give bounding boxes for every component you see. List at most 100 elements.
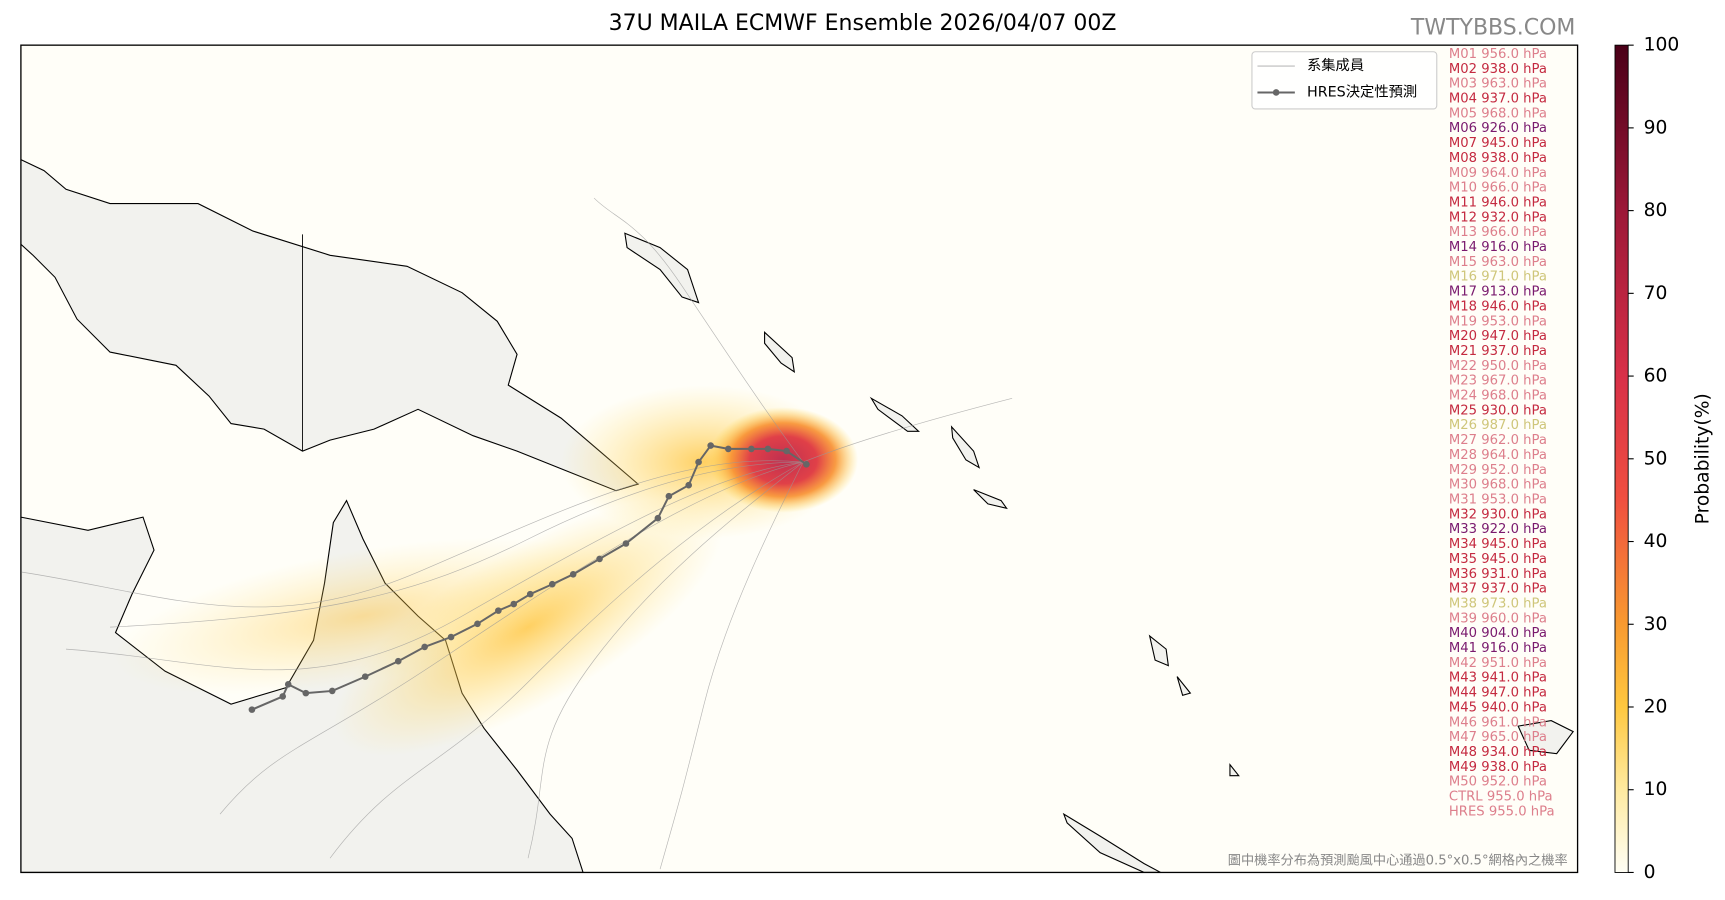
hres-point [783, 447, 790, 455]
member-label: M04 937.0 hPa [1449, 92, 1547, 107]
hres-point [526, 590, 534, 598]
colorbar [1614, 44, 1629, 873]
member-label: M03 963.0 hPa [1449, 77, 1547, 92]
hres-point [421, 643, 428, 651]
probability-band [113, 537, 613, 695]
colorbar-tick-label: 50 [1644, 448, 1668, 469]
member-label: M37 937.0 hPa [1449, 582, 1547, 597]
member-label: M33 922.0 hPa [1449, 522, 1547, 537]
land-fiji [1517, 720, 1575, 755]
member-label: M17 913.0 hPa [1449, 285, 1547, 300]
member-label: M41 916.0 hPa [1449, 641, 1547, 656]
member-label: M34 945.0 hPa [1449, 537, 1547, 552]
colorbar-tick-label: 20 [1644, 696, 1668, 717]
hres-point [695, 458, 702, 466]
member-label: M30 968.0 hPa [1449, 478, 1547, 493]
land-solomons-2 [950, 425, 981, 469]
colorbar-tick-label: 40 [1644, 531, 1668, 552]
hres-point [724, 445, 732, 453]
hres-point [279, 693, 287, 700]
hres-point [748, 445, 755, 453]
member-label: M06 926.0 hPa [1449, 121, 1547, 136]
colorbar-tick-label: 60 [1644, 366, 1668, 387]
hres-point [665, 492, 673, 500]
hres-point [474, 620, 481, 628]
member-label: M16 971.0 hPa [1449, 270, 1547, 285]
hres-point [654, 514, 662, 522]
member-label: HRES 955.0 hPa [1449, 804, 1555, 819]
member-label: M11 946.0 hPa [1449, 195, 1547, 210]
map [20, 158, 1575, 873]
member-label: M29 952.0 hPa [1449, 463, 1547, 478]
legend-label: 系集成員 [1307, 57, 1364, 74]
hres-point [764, 445, 772, 453]
hres-point [685, 481, 692, 489]
hres-point [394, 657, 402, 665]
legend-marker [1272, 89, 1280, 96]
legend-box [1251, 51, 1438, 110]
member-label: M12 932.0 hPa [1449, 210, 1547, 225]
legend-label: HRES決定性預測 [1307, 83, 1417, 100]
member-label: M43 941.0 hPa [1449, 671, 1547, 686]
land-new-caledonia [1062, 812, 1161, 873]
member-label: M01 956.0 hPa [1449, 47, 1547, 62]
probability-core [708, 407, 859, 513]
land-bougainville [764, 331, 796, 374]
colorbar-tick-label: 30 [1644, 614, 1668, 635]
member-label: M38 973.0 hPa [1449, 596, 1547, 611]
hres-point [248, 706, 256, 713]
member-label: M32 930.0 hPa [1449, 507, 1547, 522]
member-label: M22 950.0 hPa [1449, 359, 1547, 374]
member-label: M10 966.0 hPa [1449, 181, 1547, 196]
hres-point [302, 689, 310, 697]
member-label: M05 968.0 hPa [1449, 106, 1547, 121]
member-label: M26 987.0 hPa [1449, 418, 1547, 433]
member-label: M40 904.0 hPa [1449, 626, 1547, 641]
member-label: M13 966.0 hPa [1449, 225, 1547, 240]
hres-point [548, 580, 556, 588]
hres-point [707, 442, 714, 449]
colorbar-tick-label: 90 [1644, 117, 1668, 138]
map-frame [20, 44, 1579, 874]
member-label: M48 934.0 hPa [1449, 745, 1547, 760]
member-label: M09 964.0 hPa [1449, 166, 1547, 181]
member-label: M42 951.0 hPa [1449, 656, 1547, 671]
member-label: M20 947.0 hPa [1449, 329, 1547, 344]
member-label: M25 930.0 hPa [1449, 403, 1547, 418]
footnote: 圖中機率分布為預測颱風中心通過0.5°x0.5°網格內之機率 [1228, 851, 1568, 868]
ensemble-tracks [21, 197, 1013, 870]
hres-point [328, 687, 336, 695]
member-label: M49 938.0 hPa [1449, 760, 1547, 775]
colorbar-label: Probability(%) [1692, 393, 1713, 524]
hres-point [803, 461, 810, 468]
hres-point [361, 673, 369, 680]
legend: 系集成員 HRES決定性預測 [1251, 51, 1438, 110]
watermark: TWTYBBS.COM [1410, 16, 1575, 41]
hres-points [248, 442, 810, 713]
hres-point [510, 600, 518, 608]
member-label: M47 965.0 hPa [1449, 730, 1547, 745]
hres-point [447, 633, 455, 641]
member-label: M35 945.0 hPa [1449, 552, 1547, 567]
member-label: M31 953.0 hPa [1449, 493, 1547, 508]
member-label: M23 967.0 hPa [1449, 374, 1547, 389]
member-label: M24 968.0 hPa [1449, 389, 1547, 404]
colorbar-ticks: 0 10 20 30 40 50 60 70 80 90 100 [1628, 35, 1679, 883]
land-solomons-3 [973, 489, 1008, 510]
member-label: M08 938.0 hPa [1449, 151, 1547, 166]
hres-point [596, 555, 603, 563]
member-label: M19 953.0 hPa [1449, 314, 1547, 329]
hres-point [284, 681, 292, 688]
member-label: M46 961.0 hPa [1449, 715, 1547, 730]
member-label: M18 946.0 hPa [1449, 299, 1547, 314]
member-label: CTRL 955.0 hPa [1449, 790, 1553, 805]
member-label: M45 940.0 hPa [1449, 700, 1547, 715]
member-label: M02 938.0 hPa [1449, 62, 1547, 77]
colorbar-tick-label: 70 [1644, 283, 1668, 304]
member-label: M21 937.0 hPa [1449, 344, 1547, 359]
hres-point [495, 607, 502, 614]
member-label: M50 952.0 hPa [1449, 775, 1547, 790]
